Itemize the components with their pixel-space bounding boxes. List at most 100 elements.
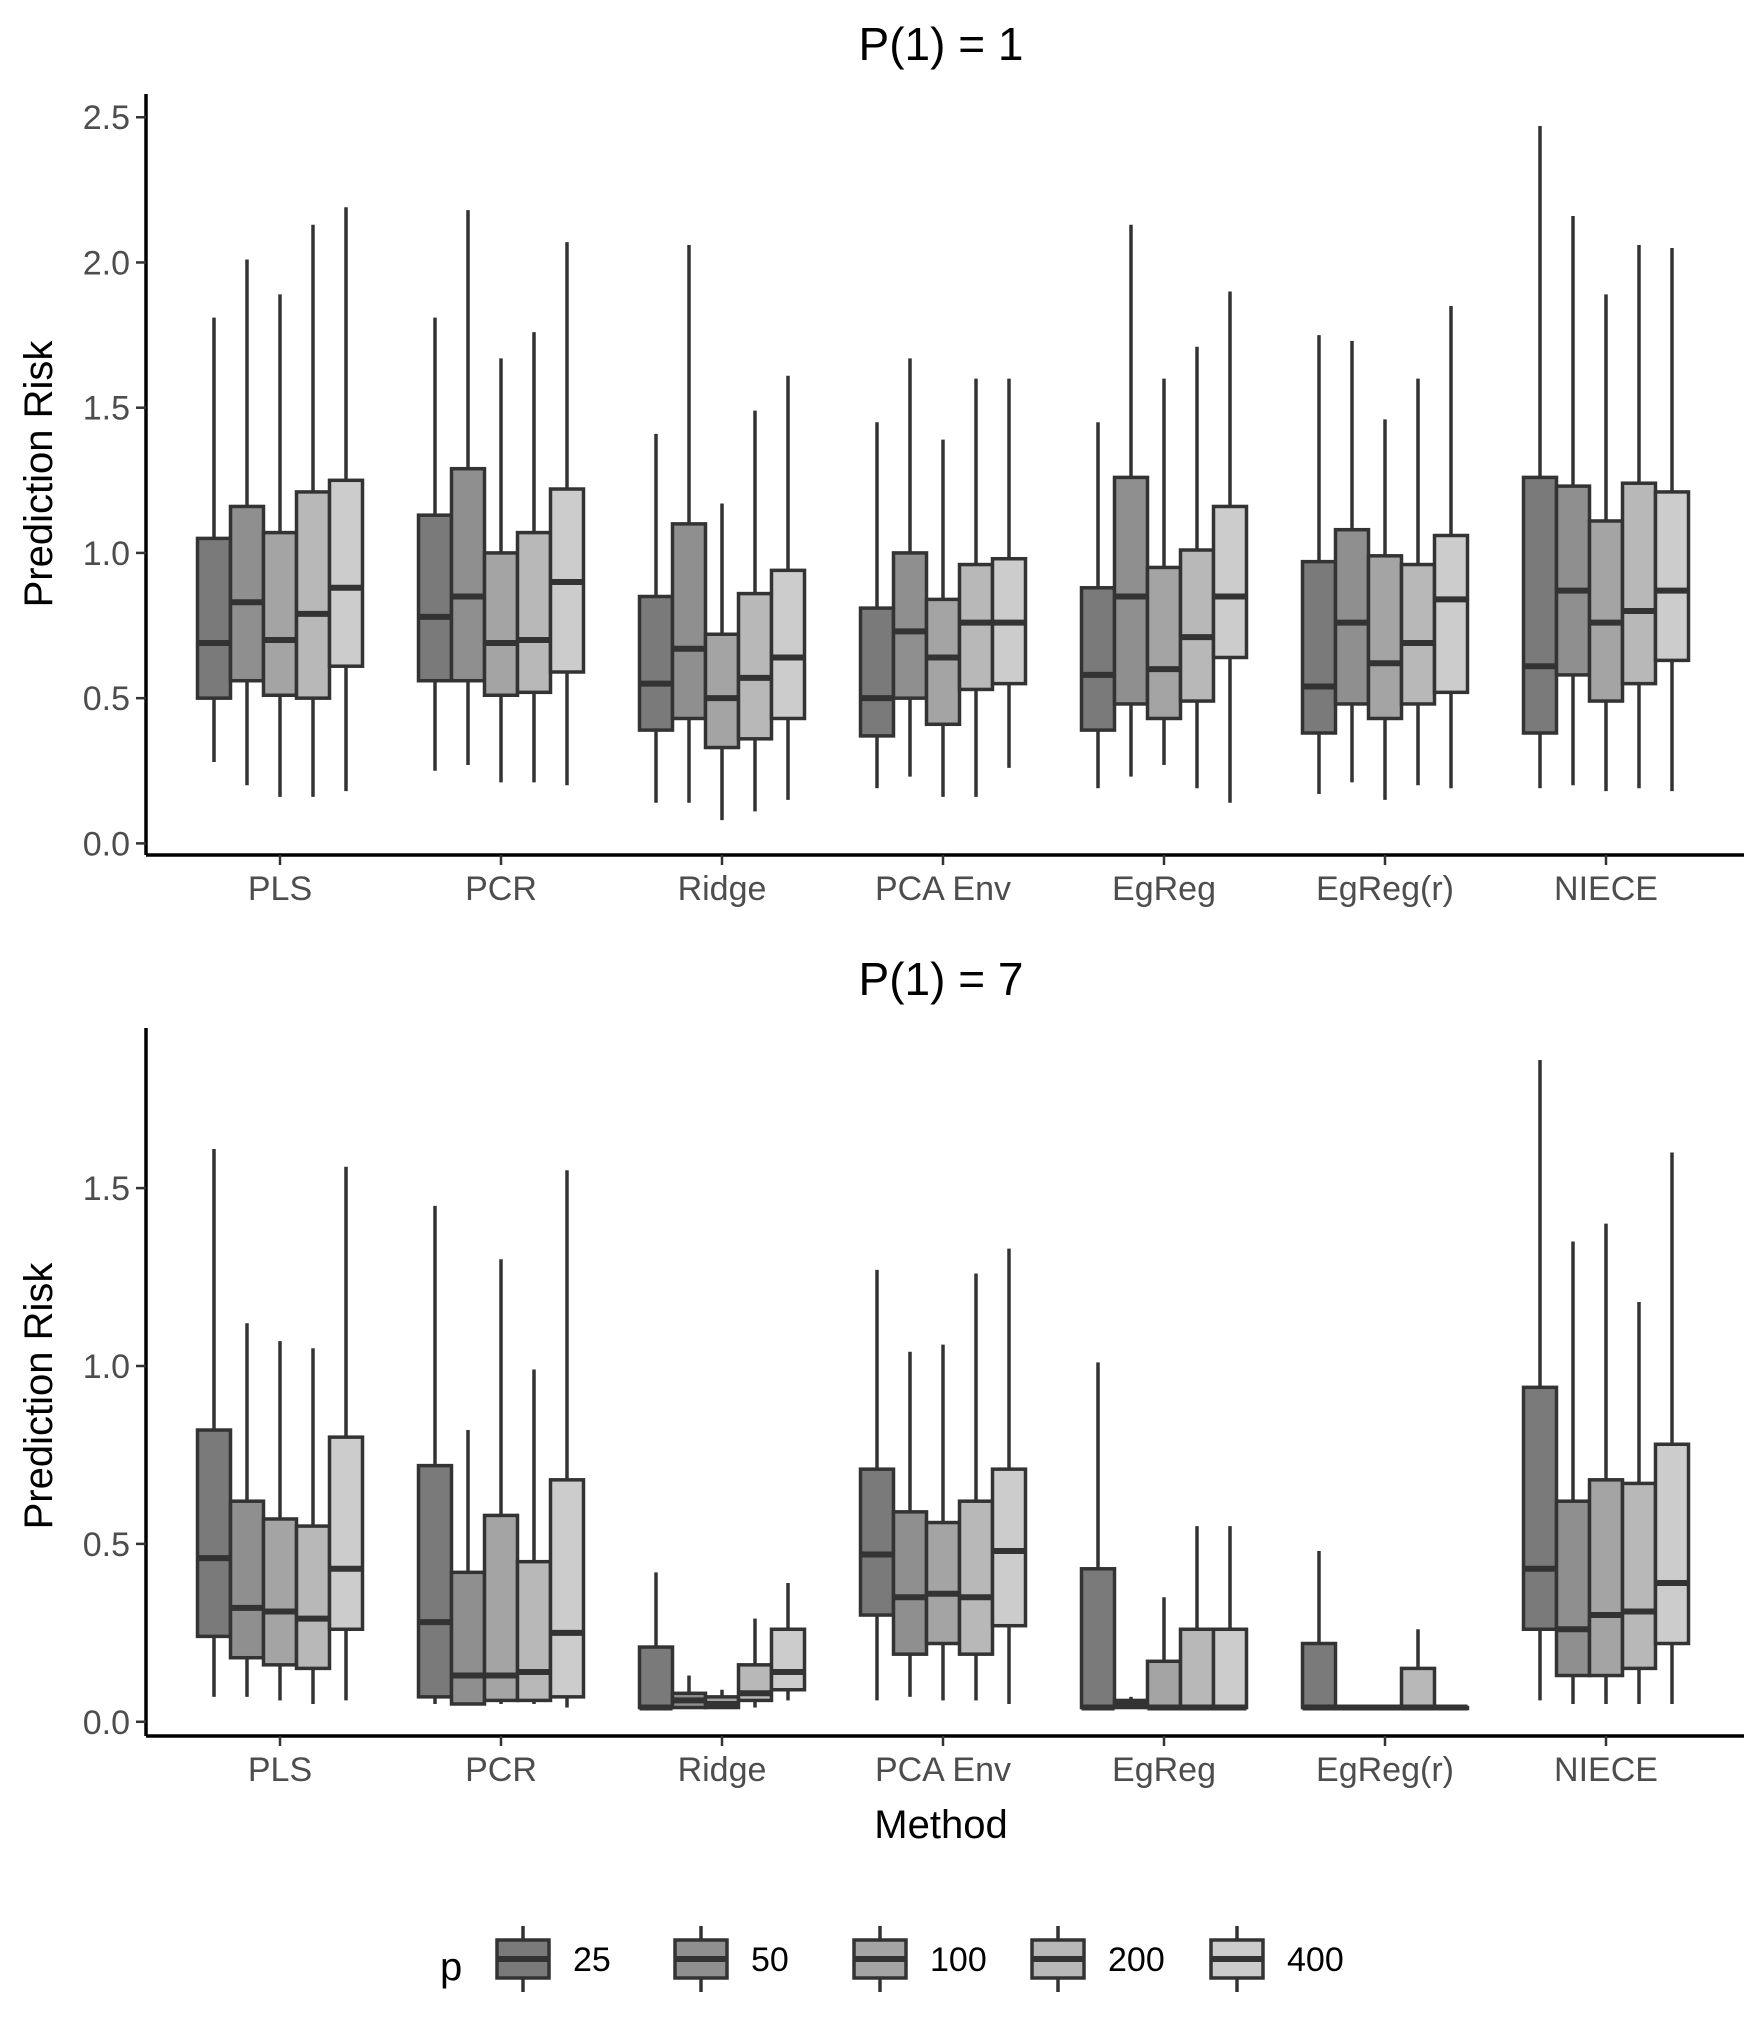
iqr-box	[294, 490, 332, 700]
y-tick-label: 1.5	[83, 390, 130, 428]
iqr-box	[327, 1435, 365, 1632]
box-ridge-p400	[769, 1583, 807, 1701]
iqr-box	[261, 1517, 299, 1667]
x-tick-label: NIECE	[1554, 870, 1658, 908]
iqr-box	[924, 1520, 962, 1646]
box-niece-p400	[1653, 1152, 1691, 1704]
legend-label: 400	[1287, 1941, 1344, 1979]
iqr-box	[957, 562, 995, 692]
box-pcr-p100	[482, 358, 520, 783]
x-tick-label: PCR	[465, 870, 537, 908]
iqr-box	[1178, 1627, 1216, 1710]
iqr-box	[1620, 481, 1658, 686]
y-tick-label: 2.5	[83, 99, 130, 137]
box-pls-p400	[327, 207, 365, 792]
box-egreg-r--p400	[1432, 1704, 1470, 1711]
iqr-box	[1145, 565, 1183, 721]
box-pls-p25	[195, 317, 233, 763]
box-ridge-p200	[736, 1618, 774, 1708]
box-pcr-p200	[515, 1369, 553, 1704]
iqr-box	[1300, 559, 1338, 735]
box-niece-p200	[1620, 245, 1658, 789]
x-tick-label: Ridge	[678, 870, 767, 908]
y-tick-label: 1.5	[83, 1170, 130, 1208]
legend-label: 25	[573, 1941, 611, 1979]
plot-area	[195, 1060, 1691, 1711]
box-egreg-r--p100	[1366, 1704, 1404, 1711]
box-pls-p200	[294, 1348, 332, 1704]
iqr-box	[1211, 504, 1249, 660]
iqr-box	[1554, 1499, 1592, 1678]
box-egreg-r--p400	[1432, 306, 1470, 789]
panel-p1-equals-7: P(1) = 7 Prediction Risk 0.0 0.5 1.0 1.5 PLS…	[17, 953, 1744, 1847]
box-pca-env-p200	[957, 1273, 995, 1701]
iqr-box	[195, 536, 233, 700]
iqr-box	[990, 1467, 1028, 1628]
legend-label: 100	[930, 1941, 987, 1979]
box-pca-env-p400	[990, 378, 1028, 768]
iqr-box	[449, 466, 487, 683]
iqr-box	[449, 1570, 487, 1706]
iqr-box	[294, 1524, 332, 1671]
iqr-box	[515, 1559, 553, 1703]
y-tick-label: 0.5	[83, 1526, 130, 1564]
iqr-box	[924, 597, 962, 727]
box-ridge-p400	[769, 375, 807, 800]
box-pcr-p400	[548, 1170, 586, 1708]
iqr-box	[228, 1499, 266, 1660]
iqr-box	[736, 591, 774, 741]
box-egreg-r--p200	[1399, 1629, 1437, 1711]
x-tick-label: NIECE	[1554, 1751, 1658, 1789]
box-egreg-p25	[1079, 1362, 1117, 1711]
iqr-box	[1653, 1442, 1691, 1646]
iqr-box	[670, 522, 708, 721]
box-pls-p50	[228, 1323, 266, 1697]
y-axis-title: Prediction Risk	[17, 340, 61, 608]
iqr-box	[891, 551, 929, 700]
iqr-box	[957, 1499, 995, 1656]
iqr-box	[1587, 1478, 1625, 1678]
x-tick-label: PCA Env	[875, 870, 1011, 908]
iqr-box	[1211, 1627, 1249, 1710]
iqr-box	[637, 1645, 675, 1710]
box-pca-env-p100	[924, 1344, 962, 1701]
box-egreg-p200	[1178, 346, 1216, 789]
box-pls-p100	[261, 1341, 299, 1701]
box-pls-p50	[228, 259, 266, 786]
box-ridge-p25	[637, 1572, 675, 1711]
legend-item-200: 200	[1030, 1926, 1165, 1992]
legend-item-50: 50	[673, 1926, 789, 1992]
legend-item-25: 25	[495, 1926, 611, 1992]
y-tick-label: 0.0	[83, 1704, 130, 1742]
box-pcr-p50	[449, 1430, 487, 1706]
box-pls-p400	[327, 1166, 365, 1701]
box-pls-p200	[294, 224, 332, 797]
iqr-box	[1079, 586, 1117, 732]
iqr-box	[228, 504, 266, 683]
plot-area	[195, 125, 1691, 821]
box-niece-p25	[1521, 125, 1559, 789]
x-tick-label: PLS	[248, 870, 312, 908]
panel-title: P(1) = 1	[859, 18, 1024, 70]
axes: 0.0 0.5 1.0 1.5 PLS PCR Ridge PCA Env EgReg EgReg…	[83, 1028, 1744, 1789]
iqr-box	[515, 530, 553, 695]
box-egreg-r--p50	[1333, 1704, 1371, 1711]
box-pca-env-p400	[990, 1248, 1028, 1704]
iqr-box	[327, 478, 365, 668]
box-pls-p100	[261, 294, 299, 797]
x-tick-label: PCA Env	[875, 1751, 1011, 1789]
iqr-box	[1554, 484, 1592, 677]
box-pcr-p200	[515, 332, 553, 783]
iqr-box	[703, 632, 741, 750]
box-egreg-r--p50	[1333, 340, 1371, 783]
box-egreg-p200	[1178, 1526, 1216, 1711]
box-pca-env-p50	[891, 358, 929, 777]
iqr-box	[1300, 1641, 1338, 1710]
x-tick-label: PLS	[248, 1751, 312, 1789]
x-tick-label: EgReg	[1112, 1751, 1216, 1789]
box-pcr-p25	[416, 317, 454, 771]
panel-title: P(1) = 7	[859, 953, 1024, 1005]
x-tick-label: EgReg	[1112, 870, 1216, 908]
